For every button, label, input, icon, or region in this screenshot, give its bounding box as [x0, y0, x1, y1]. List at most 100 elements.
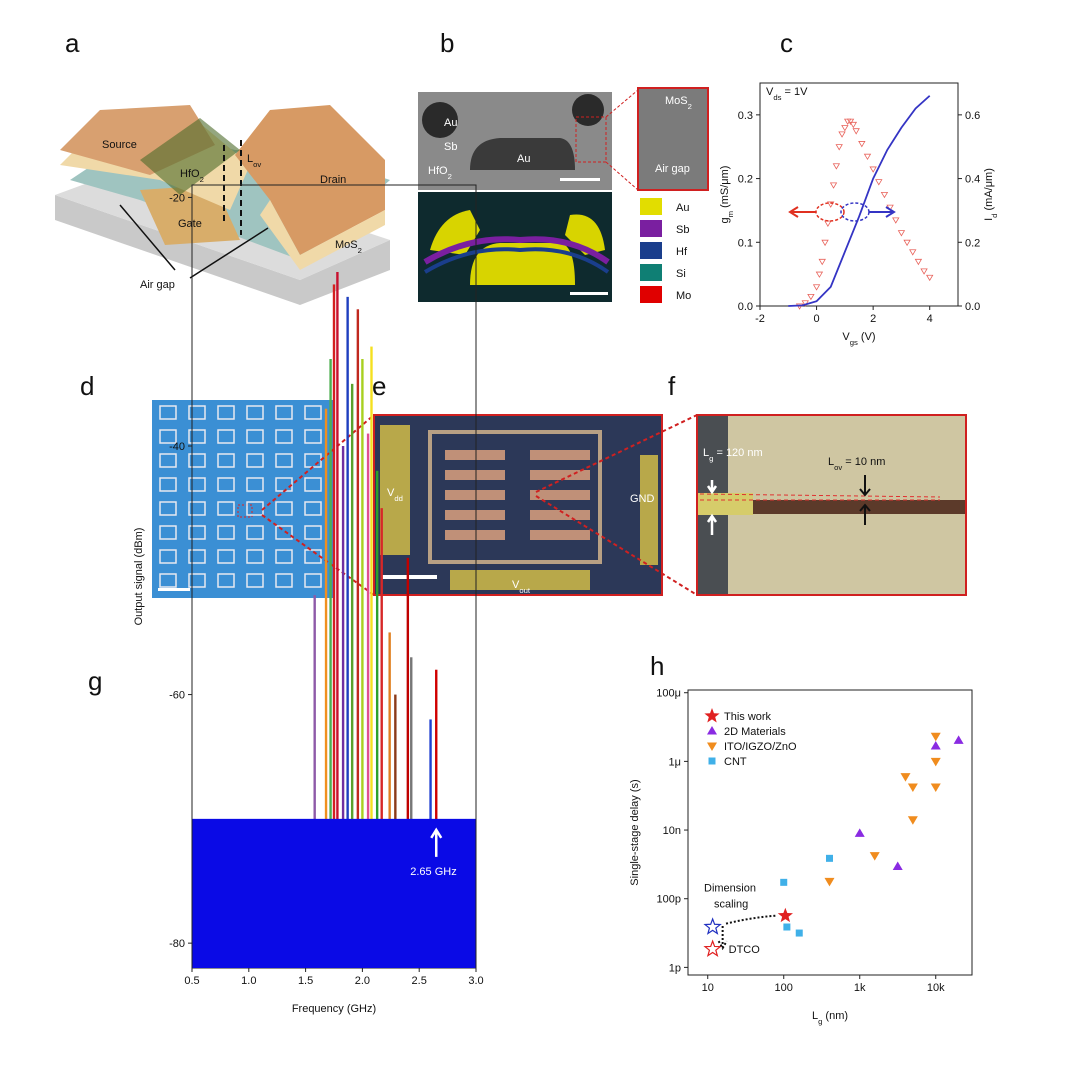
device-cell — [188, 525, 206, 540]
spectrum-peak — [332, 284, 336, 968]
device-illustration — [55, 105, 390, 305]
eds-legend-swatch — [640, 242, 662, 259]
indicator — [840, 202, 870, 222]
gm-point — [863, 153, 872, 161]
x-axis-label-part: V — [842, 331, 850, 343]
annotation: Vds = 1V — [766, 86, 808, 102]
marker — [907, 783, 918, 792]
device-cell — [188, 429, 206, 444]
annotation-part: ds — [773, 93, 781, 102]
device-cell — [246, 525, 264, 540]
y-tick-label: -20 — [169, 192, 185, 204]
eds-legend-label: Hf — [676, 246, 688, 258]
annotation: Dimension — [704, 883, 756, 895]
y2-tick-label: 0.6 — [965, 110, 980, 122]
x-axis-label-part: L — [812, 1010, 818, 1022]
device-label-part: 2 — [200, 175, 204, 184]
device-cell — [217, 477, 235, 492]
x-tick-label: 3.0 — [468, 975, 483, 987]
legend-label: ITO/IGZO/ZnO — [724, 741, 797, 753]
y2-tick-label: 0.0 — [965, 301, 980, 313]
indicator — [788, 206, 816, 218]
device-cell — [304, 477, 322, 492]
spectrum-peak — [350, 383, 354, 968]
x-axis-label: Frequency (GHz) — [292, 1003, 376, 1015]
tem-label: Au — [444, 117, 457, 129]
device-cell — [304, 405, 322, 420]
annotation: scaling — [714, 899, 748, 911]
device-cell — [275, 453, 293, 468]
tem-label-part: MoS — [665, 95, 688, 107]
eds-legend-label: Si — [676, 268, 686, 280]
marker — [930, 783, 941, 792]
gm-point — [838, 131, 846, 138]
x-tick-label: 2.5 — [412, 975, 427, 987]
tem-label: HfO2 — [428, 165, 452, 181]
eds-legend-label: Au — [676, 202, 689, 214]
device-cell — [188, 501, 206, 516]
spectrum-peak — [380, 508, 383, 968]
gm-point — [846, 118, 855, 126]
device-cell — [217, 525, 235, 540]
legend-marker — [707, 726, 717, 735]
panel-letter: e — [372, 371, 386, 401]
spectrum-peak — [361, 359, 364, 968]
dimension-label-part: g — [709, 454, 713, 463]
x-axis-label: Lg (nm) — [812, 1010, 848, 1026]
device-label: Drain — [320, 174, 346, 186]
x-tick-label: 100 — [775, 982, 793, 994]
device-cell — [217, 549, 235, 564]
gm-point — [815, 271, 824, 278]
gm-point — [841, 125, 849, 132]
device-cell — [304, 501, 322, 516]
tem-images — [418, 87, 709, 302]
y-tick-label: 0.2 — [738, 174, 753, 186]
device-cell — [275, 525, 293, 540]
y2-axis-label-part: (mA/μm) — [983, 168, 995, 213]
gm-point — [880, 191, 889, 199]
x-axis-label: Vgs (V) — [842, 331, 875, 347]
device-cell — [304, 573, 322, 588]
dimension-label-part: = 120 nm — [713, 447, 762, 459]
annotation-arrow — [430, 827, 443, 857]
device-cell — [217, 429, 235, 444]
y-tick-label: -60 — [169, 690, 185, 702]
marker — [869, 852, 880, 861]
device-cell — [275, 549, 293, 564]
marker — [824, 877, 835, 887]
device-cell — [217, 501, 235, 516]
gm-point — [827, 201, 835, 208]
y-axis-label: gm (mS/μm) — [719, 166, 735, 224]
x-axis-label-part: (nm) — [822, 1010, 848, 1022]
tem-label: MoS2 — [665, 95, 692, 111]
panel-letter: f — [668, 371, 676, 401]
marker — [930, 757, 941, 767]
scaling-arrow — [724, 914, 776, 925]
y2-tick-label: 0.2 — [965, 237, 980, 249]
device-cell — [246, 453, 264, 468]
device-cell — [246, 405, 264, 420]
tem-label: Au — [517, 153, 530, 165]
annotation-part: V — [766, 86, 774, 98]
gm-point — [812, 284, 821, 291]
spectrum-peak — [324, 408, 328, 968]
spectrum-peak — [366, 433, 370, 969]
device-cell — [159, 573, 177, 588]
eds-legend-swatch — [640, 198, 662, 215]
gm-point — [852, 128, 860, 135]
panel-letter: g — [88, 666, 102, 696]
device-cell — [159, 549, 177, 564]
dimension-label-part: L — [703, 447, 709, 459]
tem-label: Sb — [444, 141, 457, 153]
device-label: Source — [102, 139, 137, 151]
eds-legend-swatch — [640, 264, 662, 281]
marker — [780, 878, 788, 886]
projection-marker — [703, 917, 722, 935]
panel-letter: h — [650, 651, 664, 681]
marker — [900, 773, 911, 782]
y-tick-label: -40 — [169, 441, 185, 453]
legend-label: This work — [724, 711, 772, 723]
panel-letter: a — [65, 28, 80, 58]
x-tick-label: 10 — [702, 982, 714, 994]
